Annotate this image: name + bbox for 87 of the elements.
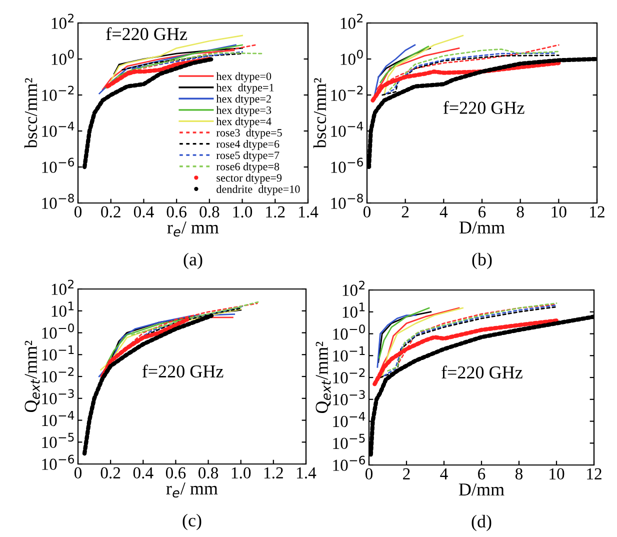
x-tick-label: 0.4 [133,467,154,479]
y-tick-label: 10$^{−1}$ [42,345,74,360]
annotation: f=220 GHz [443,101,524,114]
text: (d) [472,514,492,532]
y-axis-title: bscc/mm² [24,78,38,148]
y-tick-label: 10$^{−4}$ [333,412,366,428]
y-tick-label: 10$^{−0}$ [42,323,74,339]
x-tick-label: 1.2 [264,467,283,479]
y-tick-label: 10$^{2}$ [52,280,74,295]
x-tick-label: 4 [440,206,448,218]
legend-label: rose6 dtype=8 [216,162,280,173]
x-tick-label: 8 [516,206,524,218]
y-tick-label: 10$^{0}$ [52,50,74,65]
x-tick-label: 0.8 [200,206,220,218]
y-tick-label: 10$^{0}$ [340,50,363,65]
y-axis-title: bscc/mm² [313,78,326,148]
x-tick-label: 0.6 [166,467,186,479]
y-tick-label: 10$^{−6}$ [333,456,366,471]
x-tick-label: 4 [440,468,448,480]
legend-label: hex dtype=1 [216,84,274,94]
y-tick-label: 10$^{−8}$ [42,194,74,209]
y-tick-label: 10$^{−3}$ [42,389,74,404]
x-tick-label: 0 [74,206,82,218]
text: (b) [472,252,492,270]
x-tick-label: 0.2 [101,206,120,218]
y-tick-label: 10$^{−4}$ [42,122,74,137]
legend-label: rose4 dtype=6 [216,140,280,150]
text: (a) [184,252,202,270]
x-axis-title: D/mm [459,222,505,234]
y-tick-label: 10$^{−2}$ [42,367,74,382]
x-tick-label: 0.4 [134,206,154,218]
x-tick-label: 12 [590,206,604,218]
legend-label: sector dtype=9 [216,174,282,184]
annotation: f=220 GHz [442,366,522,379]
x-tick-label: 10 [552,206,566,218]
annotation: f=220 GHz [142,364,224,378]
y-tick-label: 10$^{1}$ [52,302,74,317]
y-tick-label: 10$^{−6}$ [42,454,74,470]
x-tick-label: 8 [515,468,523,480]
legend-label: dendrite dtype=10 [216,185,300,196]
y-tick-label: 10$^{−8}$ [331,194,363,209]
x-tick-label: 0.2 [100,467,120,479]
y-tick-label: 10$^{−2}$ [331,86,363,101]
x-axis-title: D/mm [458,484,504,496]
x-tick-label: 0 [363,206,371,218]
x-tick-label: 2 [402,206,409,218]
x-tick-label: 0 [74,467,82,479]
y-tick-label: 10$^{−2}$ [42,86,74,101]
x-tick-label: 2 [403,468,410,480]
x-tick-label: 0 [365,468,373,480]
legend-label: hex dtype=4 [216,117,272,128]
x-tick-label: 12 [587,468,602,480]
y-tick-label: 10$^{−2}$ [333,368,365,384]
y-tick-label: 10$^{−4}$ [42,411,74,426]
y-tick-label: 10$^{2}$ [340,14,362,29]
x-tick-label: 0.6 [166,206,186,218]
x-tick-label: 0.8 [198,467,218,479]
x-tick-label: 1.0 [233,206,252,218]
y-tick-label: 10$^{−4}$ [331,122,364,137]
y-tick-label: 10$^{−3}$ [333,390,365,406]
x-tick-label: 1.4 [297,467,316,479]
x-tick-label: 1.2 [266,206,285,218]
legend-label: rose5 dtype=7 [216,151,280,162]
x-tick-label: 1.4 [299,206,318,218]
y-tick-label: 10$^{−6}$ [42,158,74,173]
y-tick-label: 10$^{2}$ [52,14,74,29]
x-tick-label: 10 [550,468,564,480]
legend-label: rose3 dtype=5 [216,128,282,139]
y-tick-label: 10$^{−0}$ [333,324,365,340]
legend-label: hex dtype=0 [216,72,272,82]
y-axis-title: Q$_{ext}$/mm² [316,342,331,414]
y-axis-title: Q$_{ext}$/mm² [24,340,40,412]
y-tick-label: 10$^{1}$ [342,302,365,318]
y-tick-label: 10$^{−1}$ [333,346,365,362]
x-axis-title: r$_{e}$/ mm [167,222,219,237]
annotation: f=220 GHz [106,27,187,40]
x-tick-label: 1.0 [232,467,251,479]
y-tick-label: 10$^{−6}$ [331,158,364,173]
y-tick-label: 10$^{−5}$ [42,432,74,448]
x-axis-title: r$_{e}$/ mm [166,482,218,498]
legend-label: hex dtype=3 [216,106,272,116]
legend-label: hex dtype=2 [216,94,271,105]
y-tick-label: 10$^{2}$ [342,280,364,296]
x-tick-label: 6 [478,206,486,218]
x-tick-label: 6 [478,468,486,480]
y-tick-label: 10$^{−5}$ [333,434,365,449]
text: (c) [182,514,202,530]
